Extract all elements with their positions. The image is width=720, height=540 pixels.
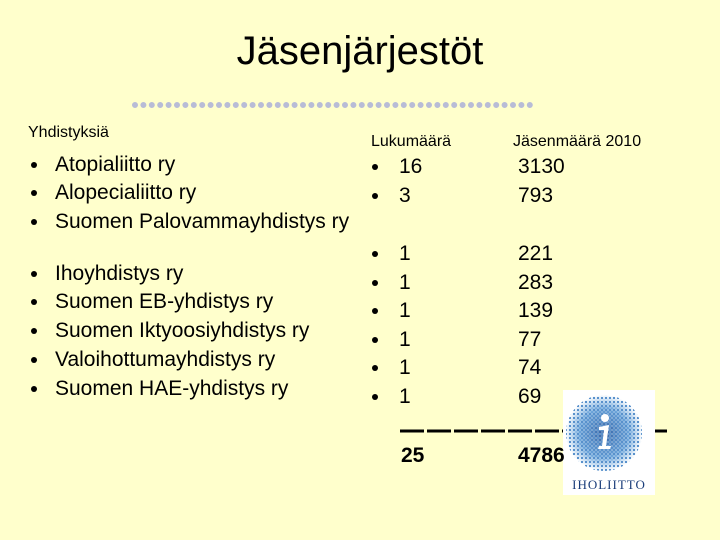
bullet (31, 162, 37, 168)
org-name: Suomen HAE-yhdistys ry (55, 377, 289, 400)
org-name: Suomen Iktyoosiyhdistys ry (55, 319, 310, 342)
org-members: 221 (518, 241, 554, 265)
bullet (31, 219, 37, 225)
org-count: 1 (399, 384, 411, 408)
org-count: 3 (399, 183, 411, 207)
org-members: 3130 (518, 154, 565, 178)
org-name: Ihoyhdistys ry (55, 262, 184, 285)
bullet (31, 190, 37, 196)
total-members: 4786 (518, 443, 565, 467)
total-count: 25 (401, 443, 425, 467)
org-name: Atopialiitto ry (55, 153, 176, 176)
logo-i (598, 425, 611, 449)
org-members: 793 (518, 183, 554, 207)
org-count: 1 (399, 355, 411, 379)
bullet (31, 386, 37, 392)
org-count: 16 (399, 154, 423, 178)
org-count: 1 (399, 270, 411, 294)
org-members: 283 (518, 270, 554, 294)
org-members: 139 (518, 298, 554, 322)
bullet (372, 365, 378, 371)
bullet (372, 280, 378, 286)
bullet (31, 357, 37, 363)
bullet (372, 308, 378, 314)
logo-i-dot (601, 414, 609, 422)
bullet (372, 337, 378, 343)
org-members: 69 (518, 384, 542, 408)
header-members: Jäsenmäärä 2010 (513, 133, 642, 150)
slide-title: Jäsenjärjestöt (236, 29, 484, 73)
org-name: Suomen EB-yhdistys ry (55, 290, 274, 313)
org-members: 74 (518, 355, 542, 379)
org-name: Alopecialiitto ry (55, 181, 197, 204)
org-count: 1 (399, 327, 411, 351)
org-name: Suomen Palovammayhdistys ry (55, 210, 350, 233)
bullet (31, 271, 37, 277)
header-name: Yhdistyksiä (28, 124, 109, 141)
bullet (372, 164, 378, 170)
bullet (372, 394, 378, 400)
org-count: 1 (399, 241, 411, 265)
logo-text: IHOLIITTO (572, 477, 646, 492)
bullet (31, 328, 37, 334)
bullet (31, 299, 37, 305)
header-count: Lukumäärä (371, 133, 452, 150)
org-members: 77 (518, 327, 542, 351)
org-name: Valoihottumayhdistys ry (55, 348, 276, 371)
org-count: 1 (399, 298, 411, 322)
bullet (372, 251, 378, 257)
bullet (372, 193, 378, 199)
